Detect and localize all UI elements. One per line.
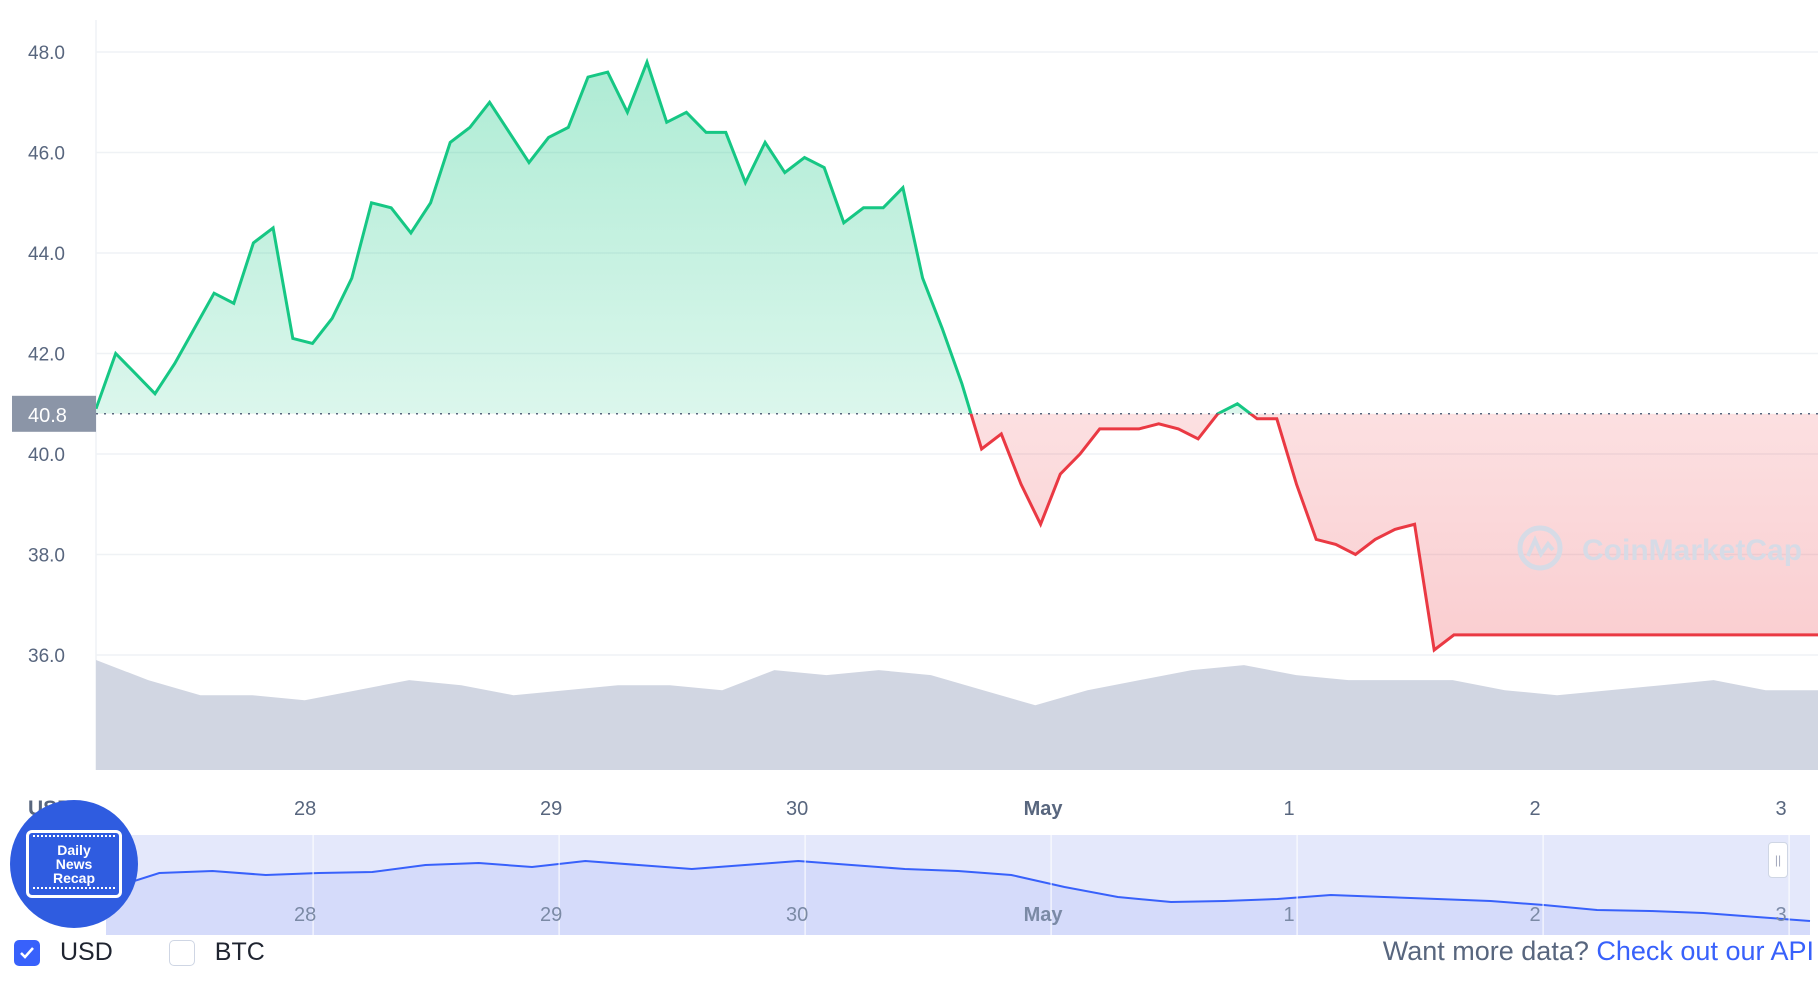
navigator-area (106, 861, 1810, 935)
y-tick-label-5: 38.0 (28, 546, 65, 567)
x-tick-label-5: 2 (1530, 798, 1541, 820)
navigator-tick-label-5: 2 (1530, 904, 1541, 926)
y-tick-label-3: 42.0 (28, 345, 65, 366)
navigator-line (105, 859, 1811, 922)
price-line-down (969, 413, 1818, 653)
navigator-tick-label-4: 1 (1284, 904, 1295, 926)
price-area-down (96, 413, 1818, 650)
y-tick-label-2: 44.0 (28, 244, 65, 265)
film-icon: Daily News Recap (26, 830, 122, 898)
y-tick-label-4: 40.0 (28, 445, 65, 466)
btc-checkbox[interactable] (168, 939, 195, 966)
navigator-tick-label-3: May (1024, 904, 1064, 926)
checkmark-icon (20, 946, 34, 959)
current-price-tag (12, 395, 96, 432)
y-tick-label-1: 46.0 (28, 144, 65, 165)
navigator-tick-label-6: 3 (1776, 904, 1787, 926)
navigator-drag-handle[interactable]: || (1768, 842, 1788, 878)
api-prompt-text: Want more data? (1382, 936, 1589, 966)
btc-legend-label[interactable]: BTC (214, 938, 265, 966)
current-price-label: 40.8 (28, 405, 67, 427)
x-tick-label-6: 3 (1776, 798, 1787, 820)
y-tick-label-6: 36.0 (28, 646, 65, 667)
coinmarketcap-logo-icon (1517, 525, 1563, 571)
navigator-tick-label-0: 28 (294, 904, 316, 926)
api-promo: Want more data? Check out our API (1383, 936, 1814, 967)
watermark-text: CoinMarketCap (1582, 534, 1802, 567)
price-line-up (96, 57, 1254, 414)
navigator-tick-label-2: 30 (786, 904, 808, 926)
y-tick-label-0: 48.0 (28, 43, 65, 64)
x-tick-label-3: May (1024, 798, 1064, 820)
api-link[interactable]: Check out our API (1596, 936, 1814, 966)
badge-line-3: Recap (52, 870, 96, 886)
usd-legend-label[interactable]: USD (60, 938, 113, 966)
x-tick-label-4: 1 (1284, 798, 1295, 820)
x-tick-label-0: 28 (294, 798, 316, 820)
navigator-tick-label-1: 29 (540, 904, 562, 926)
x-tick-label-2: 30 (786, 798, 808, 820)
badge-line-2: News (55, 856, 93, 872)
x-tick-label-1: 29 (540, 798, 562, 820)
currency-legend: USD BTC (14, 938, 265, 967)
price-area-up (96, 62, 1251, 414)
usd-checkbox[interactable] (14, 939, 40, 966)
badge-line-1: Daily (57, 842, 91, 858)
daily-news-recap-badge: Daily News Recap (10, 800, 138, 928)
volume-area (96, 660, 1818, 770)
